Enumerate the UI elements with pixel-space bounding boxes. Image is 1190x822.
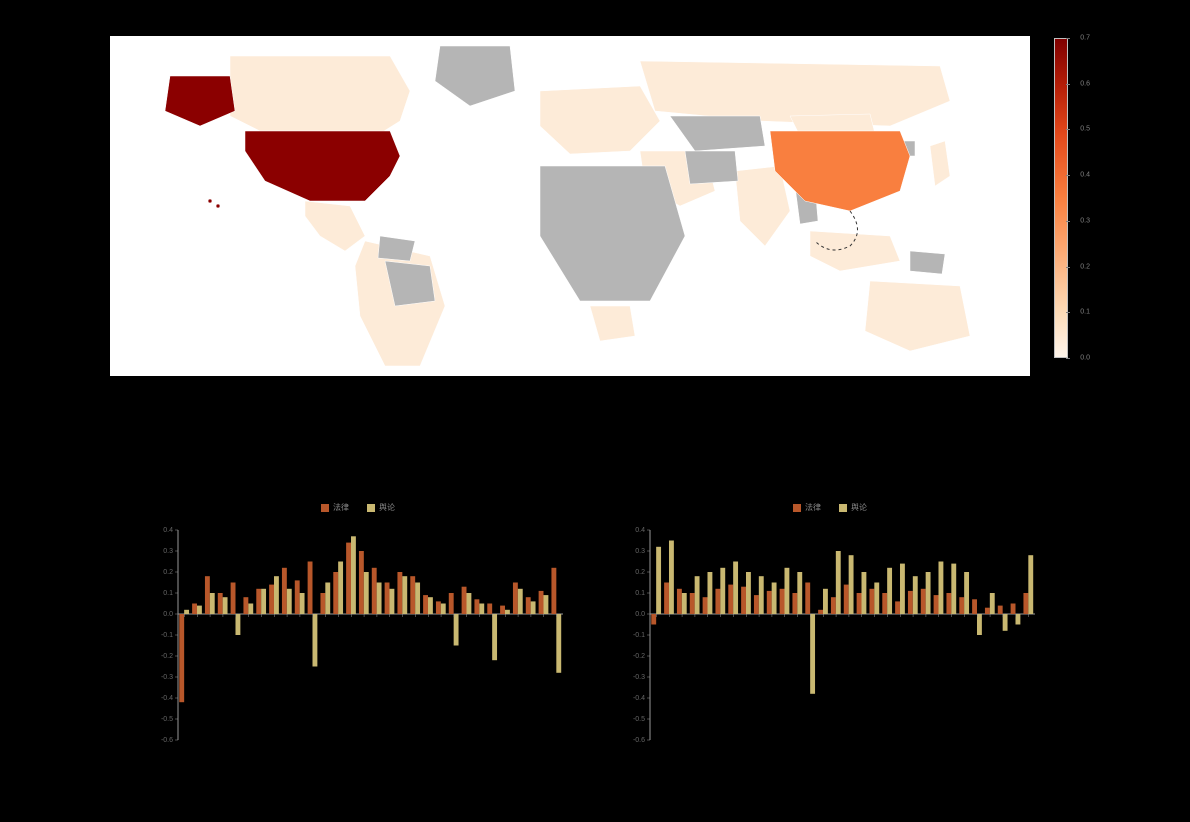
svg-text:0.3: 0.3: [163, 548, 173, 555]
legend-swatch-series1: [321, 504, 329, 512]
svg-text:-0.6: -0.6: [161, 737, 173, 744]
world-choropleth-map: [110, 36, 1030, 376]
svg-text:-0.5: -0.5: [633, 716, 645, 723]
svg-text:0.2: 0.2: [163, 569, 173, 576]
legend-label-series2: 舆论: [851, 502, 867, 513]
svg-text:0.1: 0.1: [163, 590, 173, 597]
legend-swatch-series2: [367, 504, 375, 512]
country-china: [770, 131, 910, 211]
svg-text:0.4: 0.4: [635, 527, 645, 534]
svg-text:0.3: 0.3: [635, 548, 645, 555]
legend-left: 法律 舆论: [321, 502, 395, 513]
svg-text:0.2: 0.2: [635, 569, 645, 576]
legend-label-series1: 法律: [333, 502, 349, 513]
map-colorbar: [1054, 38, 1068, 358]
svg-text:-0.4: -0.4: [161, 695, 173, 702]
legend-swatch-series1: [793, 504, 801, 512]
svg-text:-0.4: -0.4: [633, 695, 645, 702]
svg-text:-0.2: -0.2: [633, 653, 645, 660]
svg-text:-0.6: -0.6: [633, 737, 645, 744]
legend-right: 法律 舆论: [793, 502, 867, 513]
legend-swatch-series2: [839, 504, 847, 512]
map-svg: [110, 36, 1030, 376]
legend-item-series1: 法律: [321, 502, 349, 513]
legend-item-series1: 法律: [793, 502, 821, 513]
svg-text:-0.2: -0.2: [161, 653, 173, 660]
svg-text:-0.1: -0.1: [161, 632, 173, 639]
svg-text:0.0: 0.0: [635, 611, 645, 618]
svg-text:0.1: 0.1: [635, 590, 645, 597]
legend-label-series1: 法律: [805, 502, 821, 513]
svg-text:-0.3: -0.3: [633, 674, 645, 681]
barchart-right-svg: -0.6 -0.5 -0.4 -0.3 -0.2 -0.1 0.0 0.1 0.2 0.3 0.4: [620, 480, 1040, 760]
svg-text:0.0: 0.0: [163, 611, 173, 618]
svg-text:0.4: 0.4: [163, 527, 173, 534]
barchart-right: 法律 舆论 -0.6 -0.5 -0.4 -0.3 -0.2 -0.1 0.0 0.1 0.2 0…: [620, 480, 1040, 760]
barchart-left: 法律 舆论 -0.6 -0.5 -0.4 -0.3 -0.2 -0.1 0.0 0.1 0.2 0…: [148, 480, 568, 760]
legend-item-series2: 舆论: [367, 502, 395, 513]
colorbar-ticks: 0.00.10.20.30.40.50.60.7: [1070, 38, 1090, 358]
legend-item-series2: 舆论: [839, 502, 867, 513]
svg-text:-0.1: -0.1: [633, 632, 645, 639]
legend-label-series2: 舆论: [379, 502, 395, 513]
svg-text:-0.3: -0.3: [161, 674, 173, 681]
barchart-left-svg: -0.6 -0.5 -0.4 -0.3 -0.2 -0.1 0.0 0.1 0.2 0.3 0.4: [148, 480, 568, 760]
svg-text:-0.5: -0.5: [161, 716, 173, 723]
